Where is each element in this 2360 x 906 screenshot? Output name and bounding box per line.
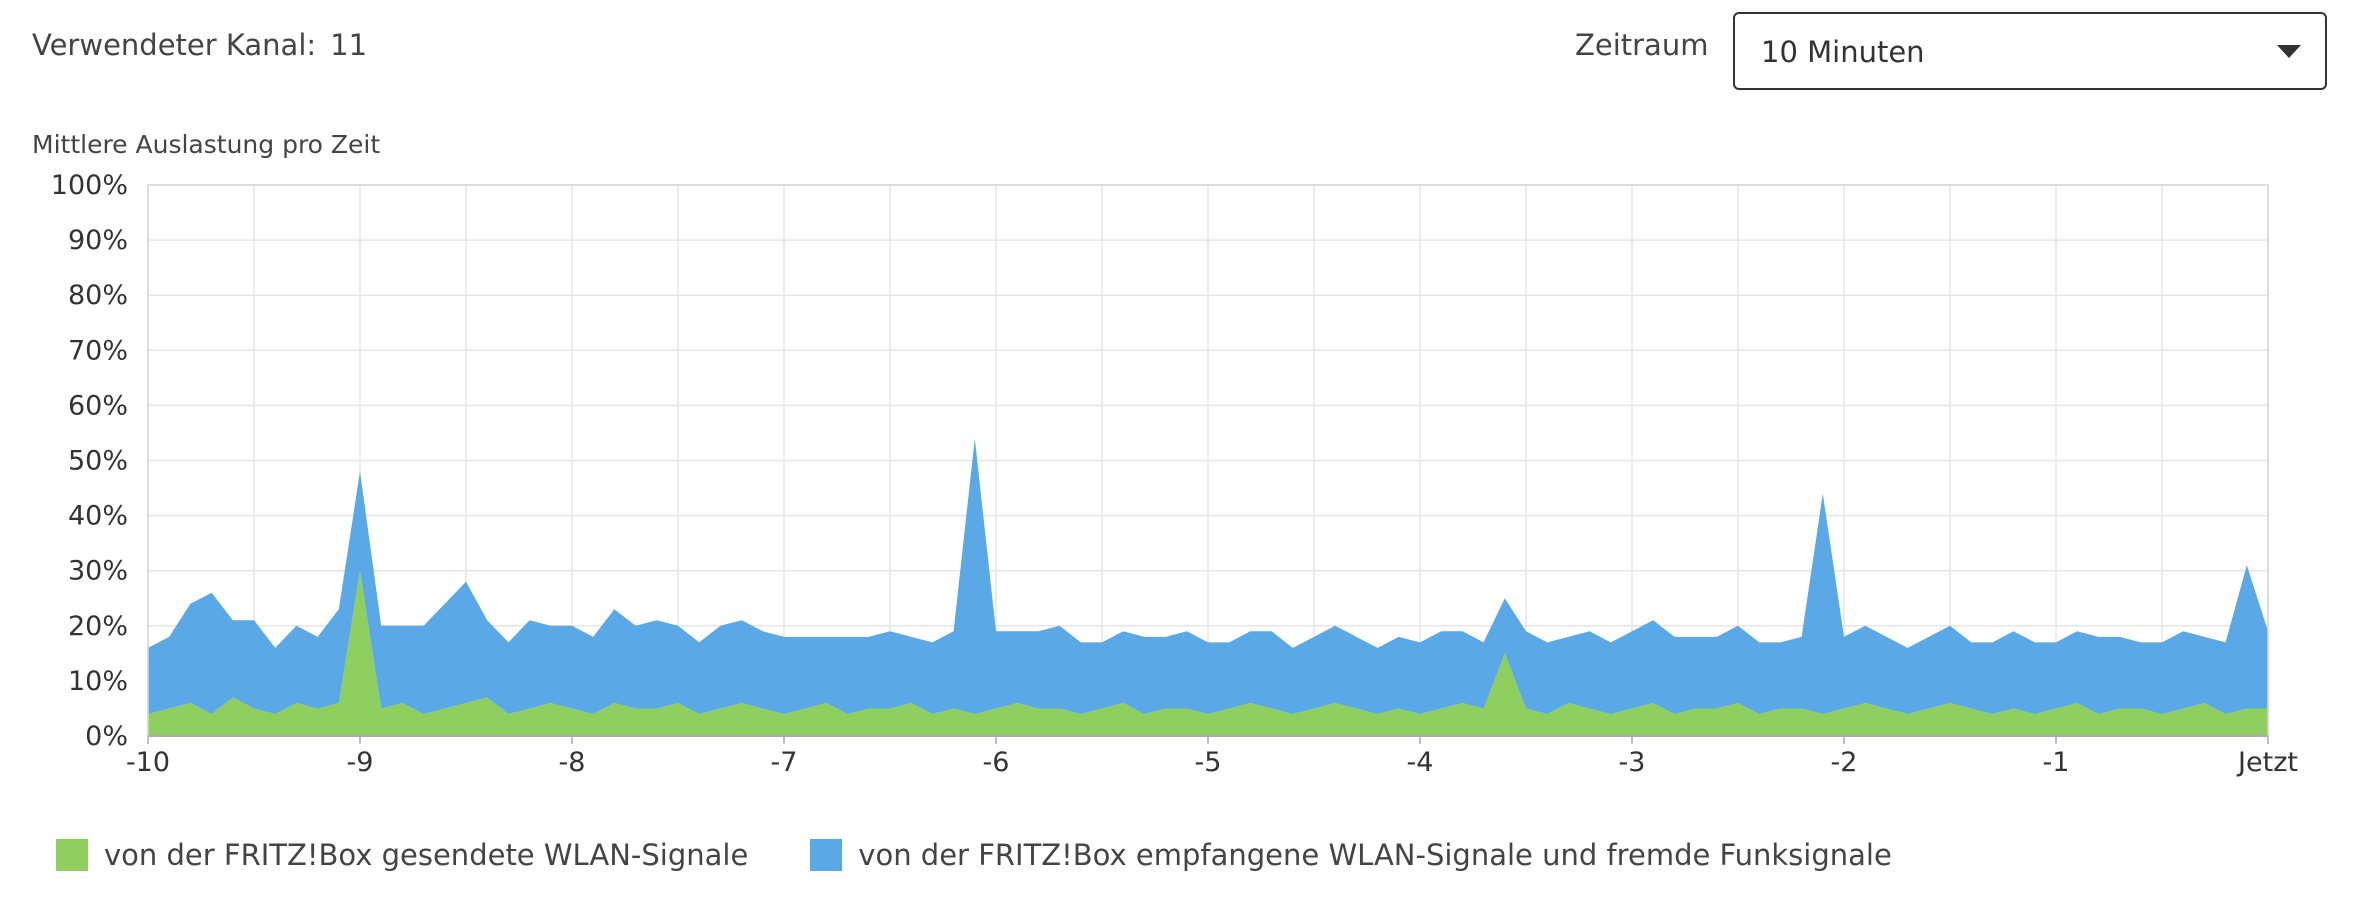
channel-value: 11: [330, 28, 368, 62]
series-area-received: [148, 438, 2268, 714]
y-tick-label: 10%: [68, 666, 128, 697]
y-tick-label: 100%: [51, 170, 128, 201]
channel-info: Verwendeter Kanal: 11: [32, 28, 367, 62]
legend-label-received: von der FRITZ!Box empfangene WLAN-Signal…: [858, 838, 1892, 872]
y-tick-label: 70%: [68, 335, 128, 366]
period-select[interactable]: 10 Minuten: [1733, 12, 2327, 90]
x-tick-label: -8: [559, 747, 586, 778]
y-tick-label: 50%: [68, 446, 128, 477]
y-tick-label: 60%: [68, 390, 128, 421]
tick-layer: 0% 10% 20% 30% 40% 50% 60% 70% 80% 90% 100% -10 -9 -8…: [51, 170, 2298, 778]
y-tick-label: 90%: [68, 225, 128, 256]
x-tick-label: -2: [1831, 747, 1858, 778]
x-tick-label: -9: [347, 747, 374, 778]
legend-swatch-sent: [56, 839, 88, 871]
legend-label-sent: von der FRITZ!Box gesendete WLAN-Signale: [104, 838, 749, 872]
series-area-sent: [148, 570, 2268, 736]
chart-title: Mittlere Auslastung pro Zeit: [32, 130, 381, 159]
x-tick-label: -10: [126, 747, 170, 778]
utilization-chart: 0% 10% 20% 30% 40% 50% 60% 70% 80% 90% 100% -10 -9 -8…: [51, 170, 2298, 778]
y-tick-label: 40%: [68, 501, 128, 532]
y-tick-label: 80%: [68, 280, 128, 311]
period-selected-value: 10 Minuten: [1761, 35, 1925, 69]
x-tick-label: -6: [983, 747, 1010, 778]
legend-item-sent: von der FRITZ!Box gesendete WLAN-Signale: [56, 838, 748, 872]
y-tick-label: 0%: [85, 721, 128, 752]
y-tick-label: 30%: [68, 556, 128, 587]
legend-swatch-received: [810, 839, 843, 871]
period-label: Zeitraum: [1575, 28, 1709, 62]
x-tick-label: Jetzt: [2236, 747, 2298, 778]
x-tick-label: -1: [2043, 747, 2070, 778]
area-layer: [148, 438, 2268, 736]
axis-layer: [147, 184, 2269, 744]
y-tick-label: 20%: [68, 611, 128, 642]
x-tick-label: -4: [1407, 747, 1434, 778]
legend-item-received: von der FRITZ!Box empfangene WLAN-Signal…: [810, 838, 1892, 872]
chevron-down-icon: [2277, 45, 2301, 58]
x-tick-label: -3: [1619, 747, 1646, 778]
x-tick-label: -7: [771, 747, 798, 778]
x-tick-label: -5: [1195, 747, 1222, 778]
legend: von der FRITZ!Box gesendete WLAN-Signale…: [56, 838, 1954, 872]
channel-label: Verwendeter Kanal:: [32, 28, 317, 62]
